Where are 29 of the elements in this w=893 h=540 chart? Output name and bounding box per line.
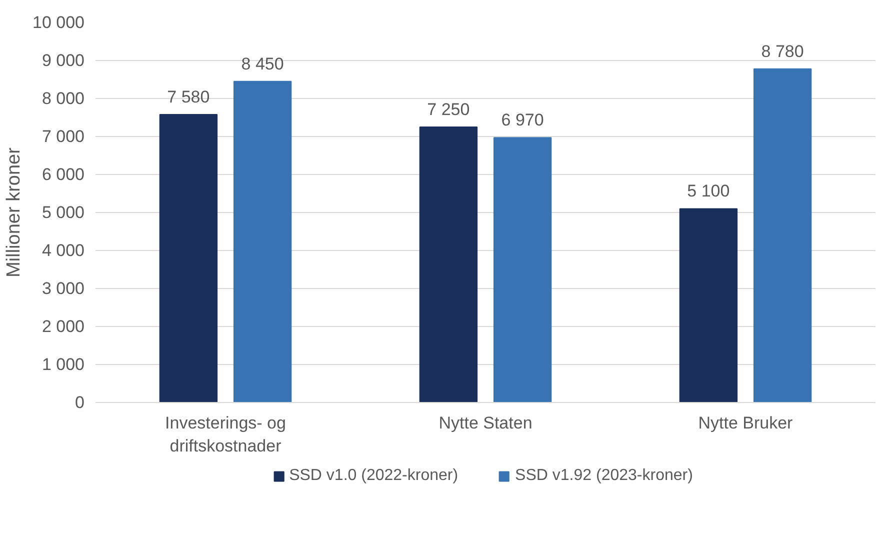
data-label: 7 580 — [167, 87, 210, 106]
legend-label: SSD v1.0 (2022-kroner) — [289, 467, 458, 485]
y-tick-label: 8 000 — [42, 89, 85, 108]
y-tick-label: 6 000 — [42, 165, 85, 184]
y-tick-label: 9 000 — [42, 51, 85, 70]
y-tick-label: 10 000 — [32, 13, 85, 32]
x-tick-label: Investerings- og driftskostnader — [165, 414, 286, 456]
data-label: 7 250 — [427, 100, 470, 119]
bar — [419, 126, 478, 402]
y-tick-label: 1 000 — [42, 355, 85, 374]
data-label: 8 780 — [761, 42, 804, 61]
data-label: 6 970 — [501, 110, 544, 130]
bar — [159, 114, 218, 402]
y-axis-title: Millioner kroner — [4, 146, 25, 278]
bar — [493, 137, 552, 402]
y-tick-label: 3 000 — [42, 279, 85, 298]
y-tick-label: 4 000 — [42, 241, 85, 260]
x-tick-label: Nytte Staten — [438, 414, 532, 432]
bar — [753, 68, 812, 402]
y-tick-label: 7 000 — [42, 127, 85, 146]
y-tick-label: 5 000 — [42, 203, 85, 222]
bar — [679, 208, 738, 402]
data-label: 8 450 — [241, 54, 284, 74]
legend-label: SSD v1.92 (2023-kroner) — [515, 467, 693, 485]
bar — [233, 80, 292, 402]
data-label: 5 100 — [687, 182, 730, 201]
y-tick-label: 0 — [75, 393, 85, 412]
x-tick-label: Nytte Bruker — [698, 414, 794, 432]
y-tick-label: 2 000 — [42, 317, 85, 336]
